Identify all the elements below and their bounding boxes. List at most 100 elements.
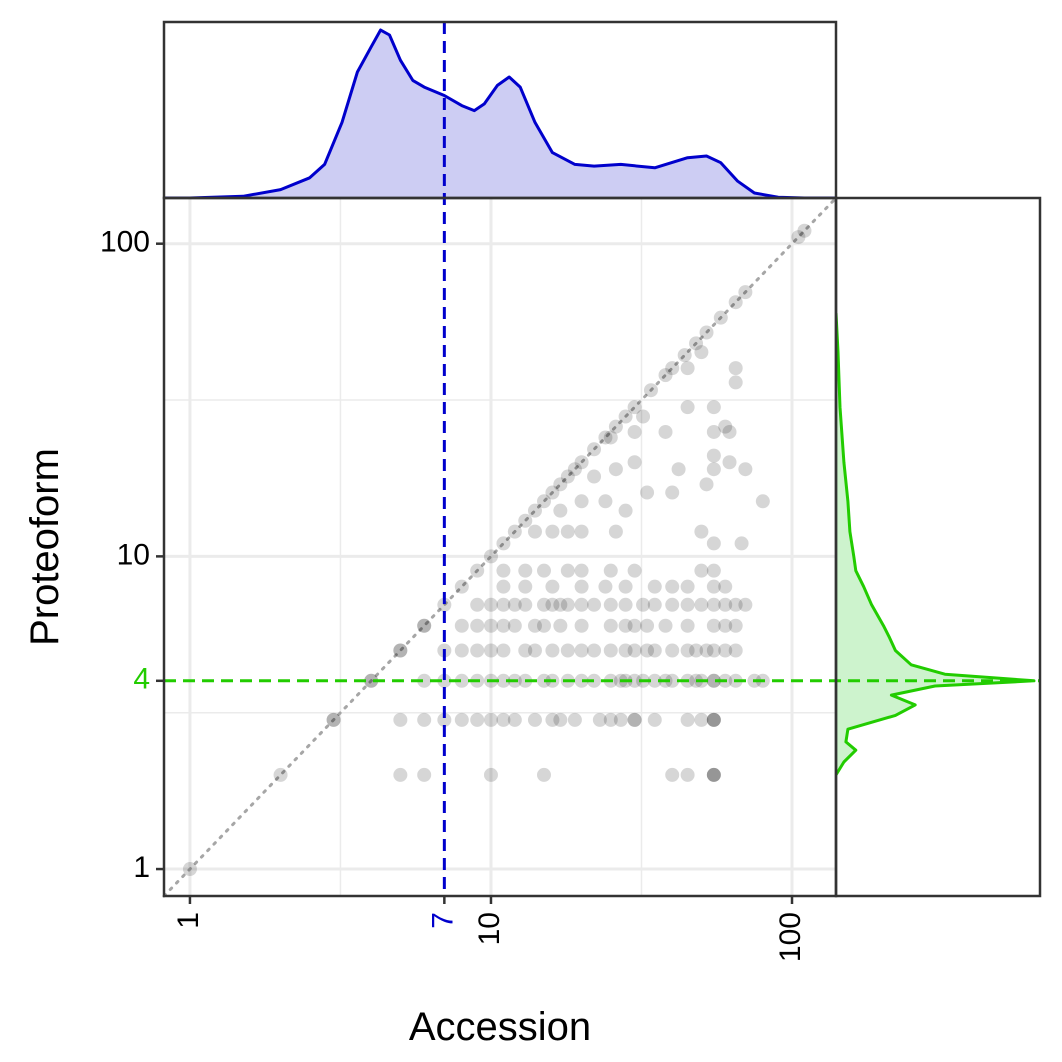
data-point — [326, 712, 341, 727]
data-point — [706, 536, 721, 551]
data-point — [722, 424, 737, 439]
data-point — [680, 579, 695, 594]
data-point — [718, 579, 733, 594]
data-point — [706, 618, 721, 633]
data-point — [738, 462, 753, 477]
data-point — [706, 712, 721, 727]
data-point — [643, 383, 658, 398]
data-point — [527, 503, 542, 518]
data-point — [545, 597, 560, 612]
data-point — [706, 767, 721, 782]
data-point — [518, 513, 533, 528]
data-point — [680, 643, 695, 658]
data-point — [706, 448, 721, 463]
data-point — [536, 494, 551, 509]
data-point — [496, 712, 511, 727]
data-point — [417, 712, 432, 727]
data-point — [728, 597, 743, 612]
data-point — [694, 712, 709, 727]
data-point — [454, 618, 469, 633]
data-point — [437, 712, 452, 727]
data-point — [560, 643, 575, 658]
data-point — [574, 673, 589, 688]
data-point — [728, 361, 743, 376]
data-point — [574, 494, 589, 509]
data-point — [545, 579, 560, 594]
data-point — [665, 485, 680, 500]
data-point — [608, 419, 623, 434]
main-scatter-panel — [162, 22, 1040, 898]
data-point — [393, 712, 408, 727]
data-point — [553, 503, 568, 518]
data-point — [496, 643, 511, 658]
data-point — [574, 597, 589, 612]
gridlines — [164, 198, 836, 896]
data-point — [680, 767, 695, 782]
data-point — [574, 563, 589, 578]
data-point — [689, 643, 704, 658]
data-point — [536, 673, 551, 688]
data-point — [417, 618, 432, 633]
y-axis-title: Proteoform — [23, 448, 67, 646]
data-point — [496, 618, 511, 633]
data-point — [536, 618, 551, 633]
data-point — [603, 643, 618, 658]
data-point — [574, 524, 589, 539]
data-point — [627, 673, 642, 688]
data-point — [627, 712, 642, 727]
identity-reference-line — [162, 196, 838, 898]
data-point — [627, 400, 642, 415]
marker-lines — [164, 22, 1040, 896]
data-point — [483, 712, 498, 727]
data-point — [560, 597, 575, 612]
data-point — [587, 597, 602, 612]
data-point — [417, 767, 432, 782]
data-point — [718, 618, 733, 633]
points-layer — [182, 223, 812, 877]
data-point — [454, 712, 469, 727]
data-point — [496, 536, 511, 551]
data-point — [734, 536, 749, 551]
data-point — [627, 455, 642, 470]
data-point — [706, 643, 721, 658]
data-point — [647, 579, 662, 594]
data-point — [694, 345, 709, 360]
data-point — [545, 712, 560, 727]
data-point — [647, 673, 662, 688]
data-point — [706, 563, 721, 578]
data-point — [627, 618, 642, 633]
data-point — [470, 597, 485, 612]
data-point — [706, 400, 721, 415]
data-point — [640, 618, 655, 633]
data-point — [527, 643, 542, 658]
data-point — [598, 494, 613, 509]
data-point — [728, 375, 743, 390]
data-point — [618, 643, 633, 658]
data-point — [364, 673, 379, 688]
data-point — [680, 597, 695, 612]
data-point — [393, 643, 408, 658]
data-point — [791, 230, 806, 245]
data-point — [527, 712, 542, 727]
data-point — [636, 409, 651, 424]
data-point — [592, 712, 607, 727]
data-point — [680, 618, 695, 633]
data-point — [567, 712, 582, 727]
data-point — [706, 597, 721, 612]
data-point — [182, 862, 197, 877]
data-point — [738, 285, 753, 300]
data-point — [618, 618, 633, 633]
data-point — [677, 348, 692, 363]
data-point — [603, 597, 618, 612]
data-point — [454, 673, 469, 688]
data-point — [364, 673, 379, 688]
data-point — [437, 673, 452, 688]
data-point — [483, 767, 498, 782]
data-point — [454, 579, 469, 594]
data-point — [553, 712, 568, 727]
data-point — [536, 767, 551, 782]
data-point — [706, 579, 721, 594]
data-point — [613, 712, 628, 727]
data-point — [665, 579, 680, 594]
data-point — [326, 712, 341, 727]
